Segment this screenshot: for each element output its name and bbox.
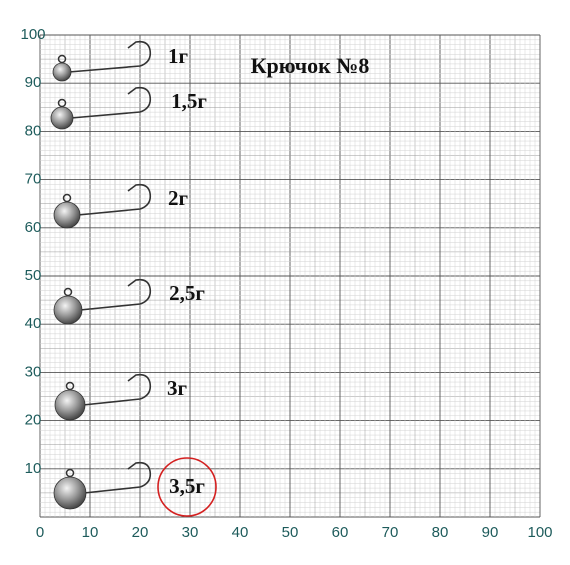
hook bbox=[68, 40, 152, 73]
weight-label: 3,5г bbox=[169, 474, 205, 498]
x-axis-label: 50 bbox=[282, 524, 299, 541]
y-axis-label: 80 bbox=[25, 122, 42, 139]
labels: 0 10 20 30 40 50 60 70 80 90 100 10 20 30 40 50 60 70 80 90… bbox=[20, 26, 552, 541]
lead-ball bbox=[54, 389, 86, 421]
x-axis-label: 90 bbox=[482, 524, 499, 541]
weight-label: 2,5г bbox=[169, 281, 205, 305]
y-axis-label: 100 bbox=[20, 26, 45, 43]
lead-ball bbox=[52, 62, 72, 82]
graph-paper bbox=[39, 34, 541, 518]
hook bbox=[79, 278, 152, 311]
x-axis-label: 10 bbox=[82, 524, 99, 541]
hook bbox=[70, 86, 152, 119]
y-axis-label: 30 bbox=[25, 363, 42, 380]
y-axis-label: 10 bbox=[25, 460, 42, 477]
eye bbox=[65, 381, 75, 391]
jig-heads bbox=[50, 40, 152, 510]
eye bbox=[57, 54, 67, 64]
y-axis-label: 20 bbox=[25, 412, 42, 429]
eye bbox=[65, 468, 75, 478]
weight-label: 1,5г bbox=[171, 89, 207, 113]
x-axis-label: 20 bbox=[132, 524, 149, 541]
x-axis-label: 30 bbox=[182, 524, 199, 541]
lead-ball bbox=[53, 476, 87, 510]
x-axis-label: 0 bbox=[36, 524, 44, 541]
x-axis-label: 80 bbox=[432, 524, 449, 541]
eye bbox=[62, 193, 72, 203]
title: Крючок №8 bbox=[251, 53, 370, 78]
y-axis-label: 90 bbox=[25, 74, 42, 91]
y-axis-label: 70 bbox=[25, 171, 42, 188]
x-axis-label: 100 bbox=[527, 524, 552, 541]
hook bbox=[83, 461, 152, 494]
y-axis-label: 60 bbox=[25, 219, 42, 236]
lead-ball bbox=[53, 201, 81, 229]
eye bbox=[63, 287, 73, 297]
lead-ball bbox=[53, 295, 83, 325]
hook bbox=[82, 373, 152, 406]
weight-label: 1г bbox=[168, 44, 188, 68]
x-axis-label: 60 bbox=[332, 524, 349, 541]
y-axis-label: 40 bbox=[25, 315, 42, 332]
highlight-circle bbox=[157, 457, 217, 517]
weight-label: 2г bbox=[168, 186, 188, 210]
x-axis-label: 40 bbox=[232, 524, 249, 541]
eye bbox=[57, 98, 67, 108]
lead-ball bbox=[50, 106, 74, 130]
weight-label: 3г bbox=[167, 376, 187, 400]
x-axis-label: 70 bbox=[382, 524, 399, 541]
y-axis-label: 50 bbox=[25, 267, 42, 284]
hook bbox=[77, 183, 152, 216]
